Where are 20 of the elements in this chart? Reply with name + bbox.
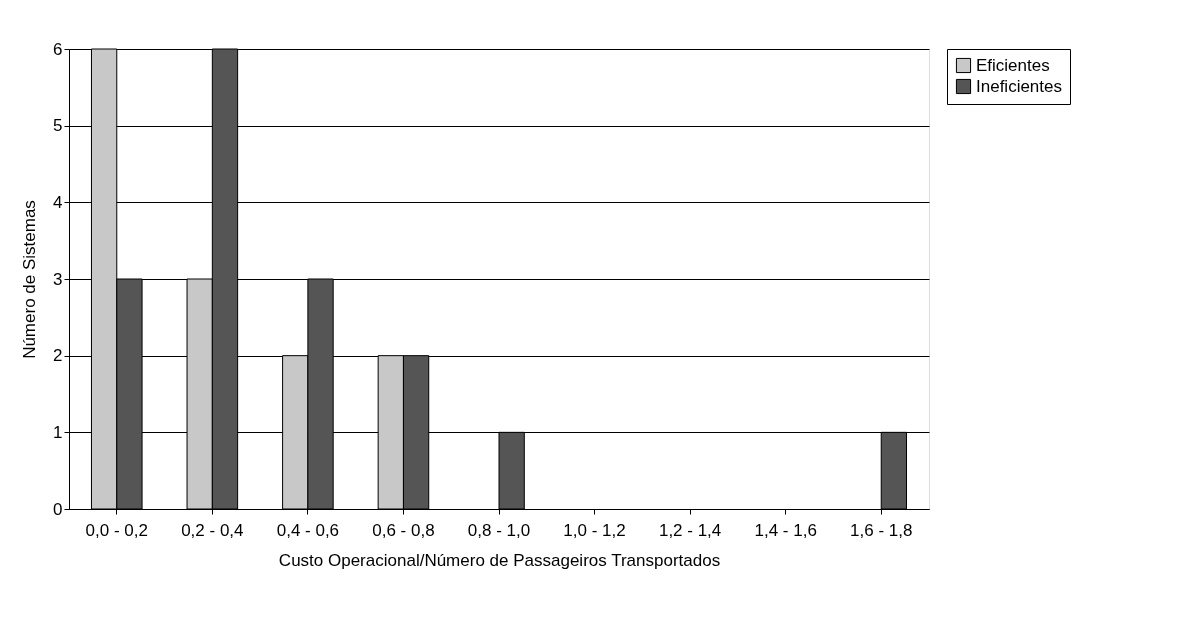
x-tick-label: 0,0 - 0,2 [85, 520, 148, 540]
x-tick-label: 1,6 - 1,8 [850, 520, 913, 540]
y-tick-label: 1 [53, 422, 63, 442]
x-tick-label: 1,2 - 1,4 [658, 520, 722, 540]
y-axis-title: Número de Sistemas [20, 200, 40, 359]
y-tick-label: 5 [53, 116, 63, 136]
x-tick-label: 0,4 - 0,6 [276, 520, 340, 540]
x-tick-label: 1,0 - 1,2 [563, 520, 626, 540]
x-tick-label: 0,6 - 0,8 [372, 520, 435, 540]
legend-label: Eficientes [976, 55, 1050, 75]
y-tick-label: 0 [53, 499, 63, 519]
y-tick-label: 2 [53, 346, 63, 366]
y-tick-label: 4 [53, 192, 63, 212]
y-tick-label: 3 [53, 269, 63, 289]
y-tick-label: 6 [53, 39, 63, 59]
x-axis-title: Custo Operacional/Número de Passageiros Transportados [278, 550, 721, 570]
x-tick-label: 1,4 - 1,6 [754, 520, 817, 540]
legend-label: Ineficientes [976, 76, 1062, 96]
x-tick-label: 0,2 - 0,4 [181, 520, 244, 540]
x-tick-label: 0,8 - 1,0 [467, 520, 531, 540]
